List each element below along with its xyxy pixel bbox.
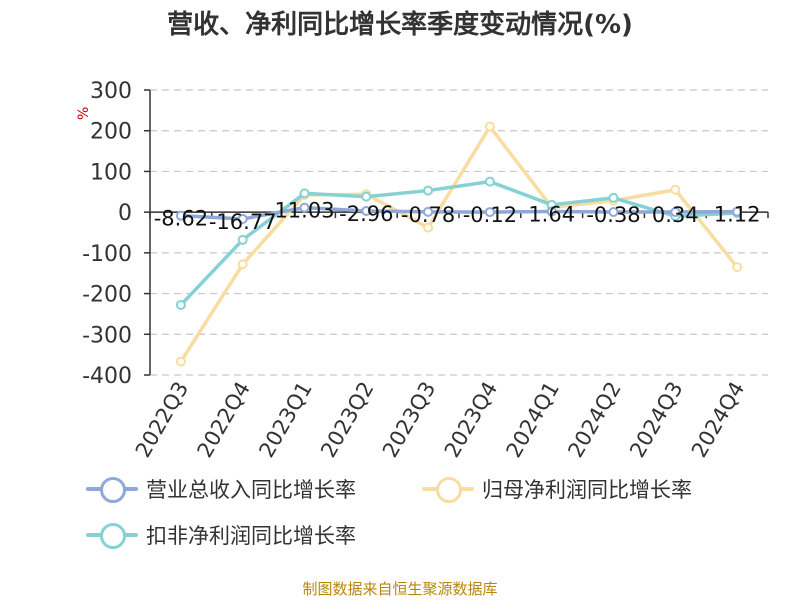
y-axis: 300 200 100 0 -100 -200 -300 -400	[82, 79, 151, 389]
data-point	[299, 188, 310, 199]
data-point	[237, 259, 248, 270]
data-point	[608, 206, 619, 217]
x-tick-label: 2023Q4	[440, 378, 502, 462]
data-point	[484, 176, 495, 187]
x-tick-label: 2024Q2	[563, 378, 625, 462]
y-tick-label: 100	[90, 160, 132, 185]
data-label: 1.12	[714, 203, 761, 227]
x-tick-label: 2024Q4	[687, 378, 749, 462]
legend-swatch-circle	[436, 477, 462, 503]
legend-label: 归母净利润同比增长率	[482, 478, 692, 502]
data-label: -0.78	[401, 203, 455, 227]
x-tick-label: 2023Q1	[254, 378, 316, 462]
legend-item-revenue[interactable]: 营业总收入同比增长率	[86, 474, 356, 504]
data-point	[608, 192, 619, 203]
x-tick-label: 2024Q1	[502, 378, 564, 462]
data-label: 1.64	[528, 202, 575, 226]
legend-item-net-profit[interactable]: 归母净利润同比增长率	[422, 474, 692, 504]
data-point	[237, 213, 248, 224]
data-point	[670, 207, 681, 218]
data-label: 0.34	[652, 203, 699, 227]
data-label: -16.77	[209, 210, 277, 234]
y-tick-label: 300	[90, 79, 132, 104]
data-point	[237, 234, 248, 245]
series-line	[179, 124, 739, 363]
x-tick-label: 2023Q3	[378, 377, 440, 461]
data-label: -2.96	[339, 202, 393, 226]
x-tick-label: 2024Q3	[625, 378, 687, 462]
x-tick-label: 2023Q2	[316, 378, 378, 462]
data-point	[484, 121, 495, 132]
data-point	[423, 206, 434, 217]
legend-line-icon	[422, 474, 474, 504]
series-lines	[175, 121, 743, 367]
legend-item-deducted-profit[interactable]: 扣非净利润同比增长率	[86, 520, 356, 550]
data-point	[670, 184, 681, 195]
data-point	[175, 356, 186, 367]
series-line	[180, 205, 738, 221]
y-tick-label: 0	[118, 201, 132, 226]
data-point	[299, 202, 310, 213]
data-source-note: 制图数据来自恒生聚源数据库	[302, 580, 498, 598]
data-point	[546, 206, 557, 217]
data-point	[423, 185, 434, 196]
x-tick-label: 2022Q4	[193, 378, 255, 462]
data-label: 11.03	[274, 199, 334, 223]
data-point	[732, 206, 743, 217]
data-point	[175, 210, 186, 221]
data-point	[361, 191, 372, 202]
data-point	[484, 207, 495, 218]
data-point	[732, 262, 743, 273]
y-tick-label: -300	[82, 323, 132, 348]
data-point	[361, 205, 372, 216]
y-tick-label: -400	[82, 364, 132, 389]
legend-line-icon	[86, 520, 138, 550]
legend-swatch-circle	[100, 523, 126, 549]
data-label: -8.62	[154, 207, 208, 231]
legend-line-icon	[86, 474, 138, 504]
series-line	[179, 179, 738, 307]
data-label: -0.12	[463, 203, 517, 227]
legend-label: 扣非净利润同比增长率	[146, 524, 356, 548]
x-tick-label: 2022Q3	[131, 378, 193, 462]
y-tick-label: -200	[82, 283, 132, 308]
x-axis: 2022Q3 2022Q4 2023Q1 2023Q2 2023Q3 2023Q4 2024…	[131, 211, 769, 462]
data-point	[423, 222, 434, 233]
y-tick-label: -100	[82, 242, 132, 267]
legend-label: 营业总收入同比增长率	[146, 478, 356, 502]
y-tick-label: 200	[90, 120, 132, 145]
legend-swatch-circle	[100, 477, 126, 503]
data-label: -0.38	[586, 203, 640, 227]
data-point	[175, 299, 186, 310]
chart-title: 营收、净利同比增长率季度变动情况(%)	[167, 10, 633, 40]
